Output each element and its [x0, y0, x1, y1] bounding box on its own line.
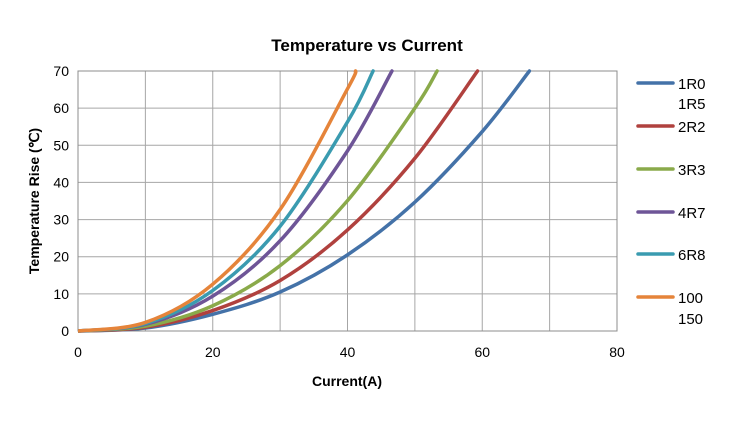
y-tick-label: 0 [61, 323, 69, 339]
tick-labels: 0 20 40 60 80 0 10 20 30 40 50 60 70 [53, 63, 625, 360]
y-axis-label: Temperature Rise (℃) [26, 128, 42, 274]
x-tick-label: 0 [74, 344, 82, 360]
legend-label-150: 150 [678, 311, 703, 328]
y-tick-label: 20 [53, 249, 69, 265]
legend-label-1R0: 1R0 [678, 76, 706, 93]
grid [77, 70, 618, 332]
y-tick-label: 10 [53, 286, 69, 302]
plot-border [77, 70, 618, 332]
series-line-3R3 [78, 69, 439, 333]
legend-label-3R3: 3R3 [678, 162, 706, 179]
legend-label-4R7: 4R7 [678, 205, 706, 222]
y-tick-label: 50 [53, 137, 69, 153]
x-tick-label: 20 [205, 344, 221, 360]
x-axis-label: Current(A) [312, 373, 382, 389]
legend-label-6R8: 6R8 [678, 247, 706, 264]
y-tick-label: 60 [53, 100, 69, 116]
series-lines [78, 69, 532, 333]
x-tick-label: 60 [474, 344, 490, 360]
series-line-100 [78, 69, 358, 333]
y-tick-label: 30 [53, 212, 69, 228]
y-tick-label: 40 [53, 174, 69, 190]
legend-label-100: 100 [678, 290, 703, 307]
x-tick-label: 40 [340, 344, 356, 360]
y-tick-label: 70 [53, 63, 69, 79]
legend: 1R0 1R5 2R2 3R3 4R7 6R8 100 150 [636, 76, 706, 328]
legend-label-1R5: 1R5 [678, 96, 706, 113]
legend-label-2R2: 2R2 [678, 119, 706, 136]
chart-title: Temperature vs Current [271, 36, 463, 55]
x-tick-label: 80 [609, 344, 625, 360]
